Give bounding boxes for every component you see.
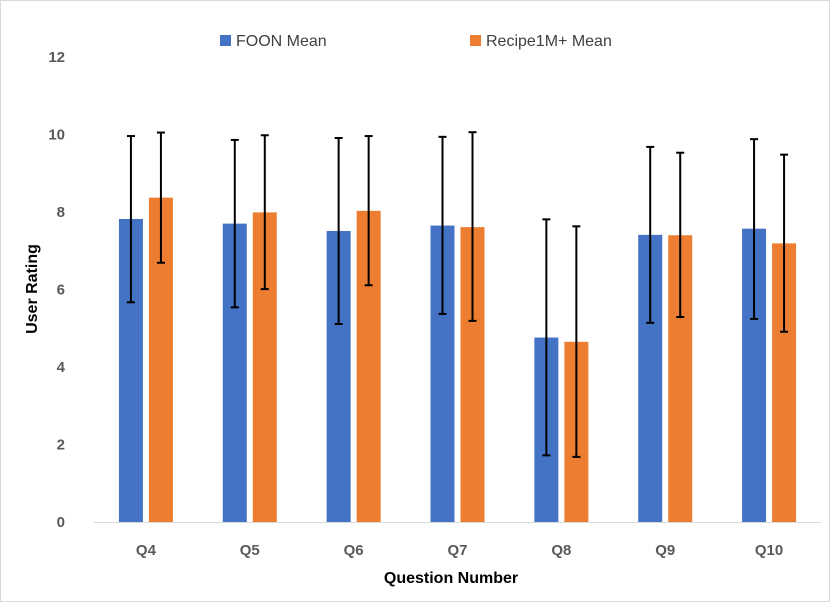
legend: FOON Mean Recipe1M+ Mean [220,33,612,50]
y-tick-label: 0 [57,514,65,531]
x-tick-label-q9: Q9 [655,542,675,559]
y-tick-label: 2 [57,437,65,454]
y-tick-label: 10 [48,127,65,144]
x-tick-label-q4: Q4 [136,542,157,559]
x-axis-title: Question Number [384,570,518,587]
x-tick-label-q5: Q5 [240,542,260,559]
x-axis-ticks: Q4 Q5 Q6 Q7 Q8 Q9 Q10 [136,542,783,559]
legend-label-foon: FOON Mean [236,33,327,50]
x-tick-label-q10: Q10 [755,542,783,559]
y-tick-label: 6 [57,282,65,299]
bars [118,197,797,523]
y-axis-ticks: 0 2 4 6 8 10 12 [48,49,65,531]
legend-swatch-foon [220,35,231,46]
y-tick-label: 8 [57,204,65,221]
x-tick-label-q7: Q7 [447,542,467,559]
legend-label-recipe1m: Recipe1M+ Mean [486,33,612,50]
recipe1m-bar-q5 [252,212,277,522]
y-tick-label: 4 [57,359,66,376]
legend-swatch-recipe1m [470,35,481,46]
x-tick-label-q8: Q8 [551,542,571,559]
error-bars [126,131,789,458]
x-tick-label-q6: Q6 [344,542,364,559]
y-tick-label: 12 [48,49,65,66]
y-axis-title: User Rating [24,244,41,334]
